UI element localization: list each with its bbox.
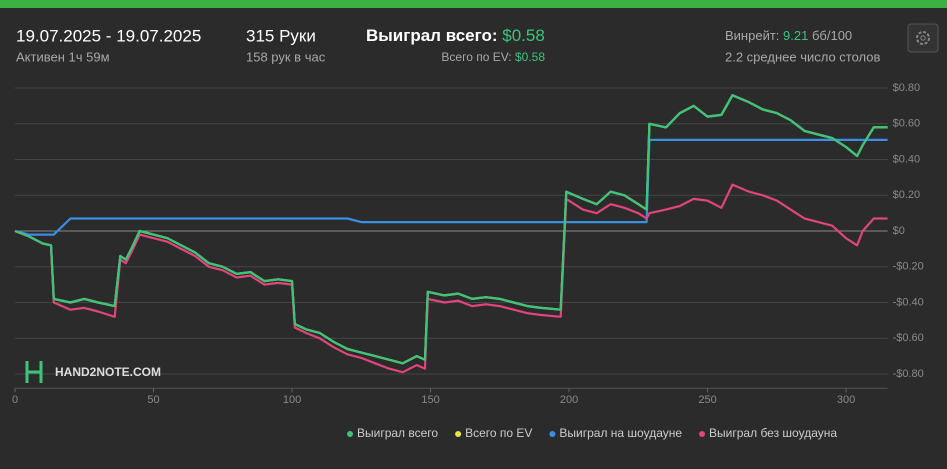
legend-label: Выиграл всего xyxy=(357,426,438,440)
watermark-logo xyxy=(25,361,43,383)
tables-count: 2.2 среднее число столов xyxy=(725,49,881,64)
y-tick-label: $0.20 xyxy=(893,189,921,201)
ev-label-text: Всего по EV: xyxy=(441,50,511,64)
winrate-value: 9.21 xyxy=(783,28,808,43)
watermark: HAND2NOTE.COM xyxy=(25,361,161,383)
legend-marker xyxy=(699,431,706,437)
active-time: Активен 1ч 59м xyxy=(16,49,110,64)
y-tick-label: $0 xyxy=(893,225,905,237)
x-tick-label: 150 xyxy=(421,394,439,406)
x-tick-label: 200 xyxy=(560,394,578,406)
legend-label: Выиграл без шоудауна xyxy=(709,426,837,440)
y-tick-label: -$0.40 xyxy=(893,296,924,308)
y-tick-label: $0.60 xyxy=(893,118,921,130)
date-range: 19.07.2025 - 19.07.2025 xyxy=(16,26,201,45)
y-tick-label: -$0.80 xyxy=(893,368,924,380)
won-value: $0.58 xyxy=(502,26,545,45)
winrate: Винрейт: 9.21 бб/100 xyxy=(725,28,852,43)
legend-marker xyxy=(347,431,353,437)
settings-box[interactable] xyxy=(907,23,939,53)
y-tick-label: -$0.60 xyxy=(893,332,924,344)
top-bar xyxy=(0,0,947,8)
y-tick-label: -$0.20 xyxy=(893,261,924,273)
gear-icon[interactable] xyxy=(916,31,930,45)
won-label-text: Выиграл всего: xyxy=(366,26,498,45)
y-tick-label: $0.80 xyxy=(893,82,921,94)
winrate-unit: бб/100 xyxy=(812,28,852,43)
won-label: Выиграл всего: $0.58 xyxy=(366,26,545,45)
x-tick-label: 0 xyxy=(12,394,18,406)
winrate-label: Винрейт: xyxy=(725,28,779,43)
x-tick-label: 250 xyxy=(698,394,716,406)
legend-marker xyxy=(455,431,462,437)
legend-label: Выиграл на шоудауне xyxy=(559,426,682,440)
series-line xyxy=(14,138,888,236)
series-line xyxy=(14,94,888,365)
gear-center[interactable] xyxy=(920,35,926,41)
x-tick-label: 300 xyxy=(837,394,855,406)
hands-per-hour: 158 рук в час xyxy=(246,49,326,64)
watermark-text: HAND2NOTE.COM xyxy=(55,365,161,379)
legend-label: Всего по EV xyxy=(465,426,532,440)
settings-button[interactable] xyxy=(907,23,939,53)
ev-value: $0.58 xyxy=(515,50,545,64)
ev-label: Всего по EV: $0.58 xyxy=(441,50,545,64)
y-tick-label: $0.40 xyxy=(893,153,921,165)
hands: 315 Руки xyxy=(246,26,316,45)
plot: $0.80 $0.60 $0.40 $0.20 $0 -$0.20 -$0.40 -$0.60… xyxy=(12,82,924,440)
legend-marker xyxy=(549,431,556,437)
x-tick-label: 100 xyxy=(283,394,301,406)
x-tick-label: 50 xyxy=(147,394,159,406)
